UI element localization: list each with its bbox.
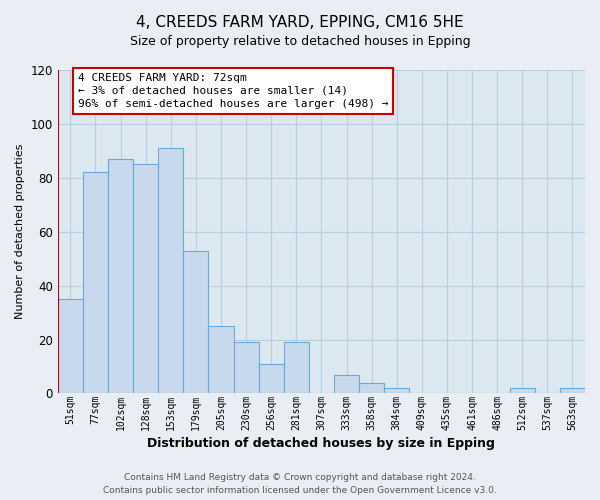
Bar <box>359 382 384 394</box>
Bar <box>560 388 585 394</box>
Text: Contains HM Land Registry data © Crown copyright and database right 2024.
Contai: Contains HM Land Registry data © Crown c… <box>103 474 497 495</box>
Bar <box>334 374 359 394</box>
Bar <box>83 172 108 394</box>
Bar <box>384 388 409 394</box>
Text: Size of property relative to detached houses in Epping: Size of property relative to detached ho… <box>130 35 470 48</box>
Bar <box>158 148 184 394</box>
Bar <box>133 164 158 394</box>
Bar <box>184 250 208 394</box>
Bar <box>509 388 535 394</box>
Text: 4, CREEDS FARM YARD, EPPING, CM16 5HE: 4, CREEDS FARM YARD, EPPING, CM16 5HE <box>136 15 464 30</box>
Bar <box>108 159 133 394</box>
Bar <box>284 342 309 394</box>
Bar <box>208 326 233 394</box>
Text: 4 CREEDS FARM YARD: 72sqm
← 3% of detached houses are smaller (14)
96% of semi-d: 4 CREEDS FARM YARD: 72sqm ← 3% of detach… <box>78 72 388 109</box>
Bar <box>259 364 284 394</box>
Bar <box>58 299 83 394</box>
X-axis label: Distribution of detached houses by size in Epping: Distribution of detached houses by size … <box>148 437 496 450</box>
Y-axis label: Number of detached properties: Number of detached properties <box>15 144 25 320</box>
Bar <box>233 342 259 394</box>
